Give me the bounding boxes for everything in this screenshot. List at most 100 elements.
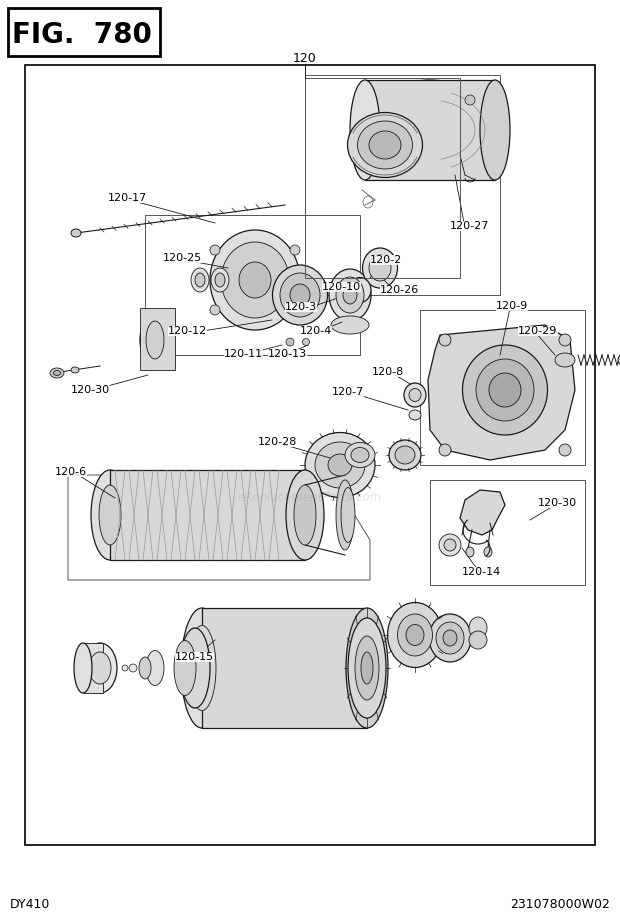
Ellipse shape (353, 626, 381, 711)
Circle shape (286, 338, 294, 346)
Polygon shape (428, 325, 575, 460)
Ellipse shape (369, 131, 401, 159)
Text: FIG.  780: FIG. 780 (12, 21, 152, 49)
Text: 120-10: 120-10 (322, 282, 361, 292)
Bar (430, 480, 585, 585)
Ellipse shape (181, 608, 223, 728)
Ellipse shape (439, 444, 451, 456)
Ellipse shape (404, 383, 426, 407)
Bar (202, 608, 367, 728)
Ellipse shape (484, 547, 492, 557)
Ellipse shape (315, 442, 365, 488)
Ellipse shape (365, 80, 495, 180)
Ellipse shape (50, 368, 64, 378)
Text: 120-30: 120-30 (538, 498, 577, 508)
Text: 120-15: 120-15 (175, 652, 214, 662)
Ellipse shape (429, 614, 471, 662)
Ellipse shape (476, 359, 534, 421)
Ellipse shape (349, 278, 371, 303)
Ellipse shape (215, 273, 225, 287)
Ellipse shape (439, 334, 451, 346)
Bar (140, 308, 175, 370)
Polygon shape (365, 80, 495, 180)
Ellipse shape (122, 665, 128, 671)
Text: DY410: DY410 (10, 898, 50, 912)
Text: 120-13: 120-13 (268, 349, 307, 359)
Ellipse shape (406, 625, 424, 645)
Ellipse shape (129, 664, 137, 672)
Ellipse shape (388, 603, 443, 667)
Ellipse shape (469, 631, 487, 649)
Ellipse shape (146, 321, 164, 359)
Ellipse shape (345, 442, 375, 468)
Ellipse shape (210, 230, 300, 330)
Bar (25, 65, 595, 845)
Ellipse shape (436, 622, 464, 654)
Text: 120-27: 120-27 (450, 221, 489, 231)
Ellipse shape (211, 268, 229, 292)
Ellipse shape (343, 286, 357, 304)
Ellipse shape (397, 614, 433, 656)
Ellipse shape (395, 446, 415, 464)
Ellipse shape (409, 410, 421, 420)
Ellipse shape (555, 353, 575, 367)
Bar (83, 643, 103, 693)
Text: 120-6: 120-6 (55, 467, 87, 477)
Text: 120: 120 (293, 52, 317, 65)
Ellipse shape (336, 480, 354, 550)
Ellipse shape (71, 367, 79, 373)
Polygon shape (460, 490, 505, 535)
Circle shape (290, 305, 300, 315)
Ellipse shape (618, 354, 620, 366)
Bar (420, 310, 585, 465)
Ellipse shape (347, 113, 422, 177)
Ellipse shape (239, 262, 271, 298)
Ellipse shape (180, 628, 210, 708)
Ellipse shape (140, 313, 170, 367)
Text: 120-26: 120-26 (380, 285, 419, 295)
Bar (8, 8, 160, 56)
Ellipse shape (346, 608, 388, 728)
Ellipse shape (363, 248, 397, 288)
Text: 120-9: 120-9 (496, 301, 528, 311)
Circle shape (465, 95, 475, 105)
Ellipse shape (146, 651, 164, 686)
Text: eReplacementParts.com: eReplacementParts.com (238, 492, 382, 505)
Ellipse shape (174, 641, 196, 696)
Ellipse shape (71, 229, 81, 237)
Bar (110, 470, 305, 560)
Ellipse shape (83, 643, 117, 693)
Ellipse shape (91, 470, 129, 560)
Ellipse shape (489, 373, 521, 407)
Ellipse shape (463, 345, 547, 435)
Text: 120-2: 120-2 (370, 255, 402, 265)
Bar (145, 215, 360, 355)
Ellipse shape (361, 652, 373, 684)
Ellipse shape (358, 121, 412, 169)
Ellipse shape (221, 242, 289, 318)
Ellipse shape (336, 277, 364, 313)
Circle shape (210, 305, 220, 315)
Ellipse shape (195, 273, 205, 287)
Ellipse shape (331, 316, 369, 334)
Ellipse shape (290, 284, 310, 306)
Ellipse shape (280, 273, 320, 317)
Text: 120-4: 120-4 (300, 326, 332, 336)
Ellipse shape (53, 370, 61, 376)
Ellipse shape (139, 657, 151, 679)
Ellipse shape (89, 652, 111, 684)
Bar (305, 78, 460, 278)
Ellipse shape (341, 487, 355, 543)
Text: 120-7: 120-7 (332, 387, 365, 397)
Ellipse shape (480, 80, 510, 180)
Text: 120-3: 120-3 (285, 302, 317, 312)
Ellipse shape (409, 389, 421, 402)
Ellipse shape (99, 485, 121, 545)
Ellipse shape (559, 334, 571, 346)
Text: 120-14: 120-14 (462, 567, 501, 577)
Text: 120-29: 120-29 (518, 326, 557, 336)
Ellipse shape (329, 269, 371, 321)
Ellipse shape (305, 433, 375, 497)
Ellipse shape (188, 626, 216, 711)
Ellipse shape (351, 448, 369, 462)
